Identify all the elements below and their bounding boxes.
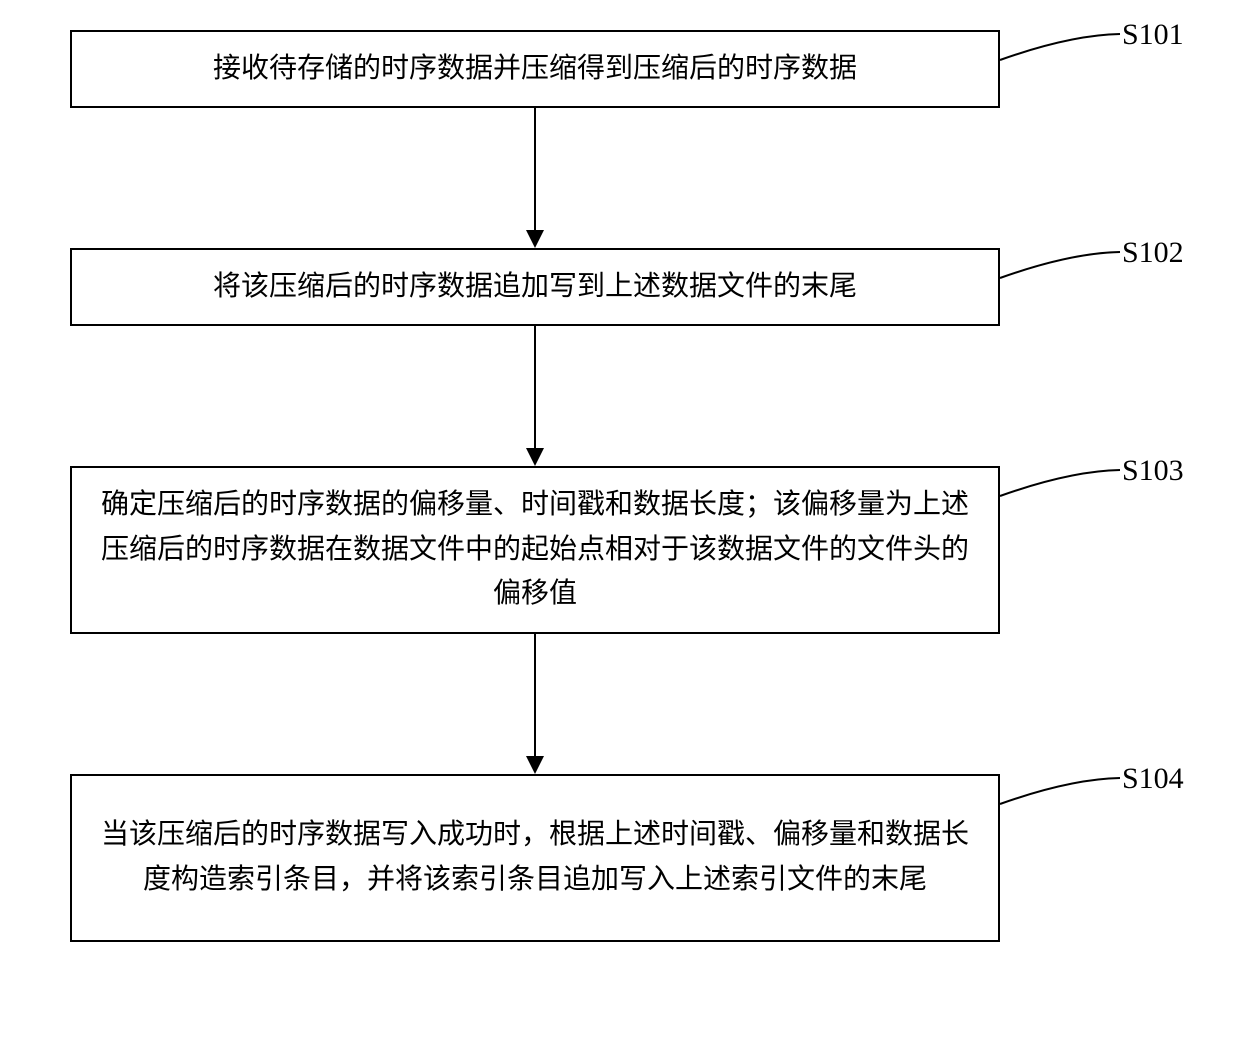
flowchart-node-s103: 确定压缩后的时序数据的偏移量、时间戳和数据长度；该偏移量为上述压缩后的时序数据在… <box>70 466 1000 634</box>
node-text: 将该压缩后的时序数据追加写到上述数据文件的末尾 <box>213 265 857 310</box>
step-label-s102: S102 <box>1122 236 1184 270</box>
arrow-head-icon <box>526 448 544 466</box>
node-text: 确定压缩后的时序数据的偏移量、时间戳和数据长度；该偏移量为上述压缩后的时序数据在… <box>92 483 978 617</box>
flowchart-canvas: 接收待存储的时序数据并压缩得到压缩后的时序数据 S101 将该压缩后的时序数据追… <box>0 0 1240 1058</box>
arrow-head-icon <box>526 756 544 774</box>
step-label-s101: S101 <box>1122 18 1184 52</box>
node-text: 接收待存储的时序数据并压缩得到压缩后的时序数据 <box>213 47 857 92</box>
flowchart-node-s101: 接收待存储的时序数据并压缩得到压缩后的时序数据 <box>70 30 1000 108</box>
arrow-head-icon <box>526 230 544 248</box>
arrow-line <box>534 108 536 230</box>
node-text: 当该压缩后的时序数据写入成功时，根据上述时间戳、偏移量和数据长度构造索引条目，并… <box>92 813 978 903</box>
step-label-s104: S104 <box>1122 762 1184 796</box>
arrow-line <box>534 326 536 448</box>
flowchart-node-s104: 当该压缩后的时序数据写入成功时，根据上述时间戳、偏移量和数据长度构造索引条目，并… <box>70 774 1000 942</box>
flowchart-node-s102: 将该压缩后的时序数据追加写到上述数据文件的末尾 <box>70 248 1000 326</box>
arrow-line <box>534 634 536 756</box>
step-label-s103: S103 <box>1122 454 1184 488</box>
